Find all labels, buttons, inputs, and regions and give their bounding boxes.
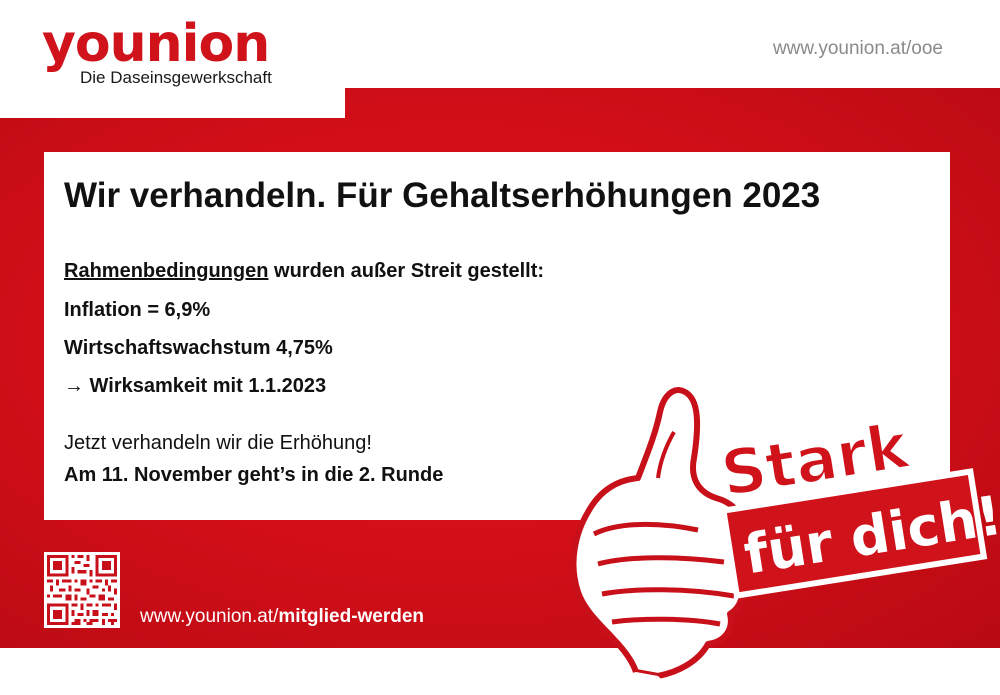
effective-text: Wirksamkeit mit 1.1.2023 <box>84 375 327 397</box>
logo-wordmark: younion <box>42 14 270 74</box>
conditions-line: Rahmenbedingungen wurden außer Streit ge… <box>64 260 544 283</box>
growth-line: Wirtschaftswachstum 4,75% <box>64 337 333 359</box>
conditions-underlined: Rahmenbedingungen <box>64 260 269 282</box>
thumbs-up-icon <box>548 387 752 695</box>
qr-code-icon[interactable] <box>44 552 120 628</box>
conditions-rest: wurden außer Streit gestellt: <box>268 260 545 282</box>
member-url-prefix: www.younion.at/ <box>140 606 279 627</box>
footer-white-strip <box>0 648 1000 695</box>
effective-line: → Wirksamkeit mit 1.1.2023 <box>64 375 326 398</box>
inflation-line: Inflation = 6,9% <box>64 299 211 321</box>
negotiate-line: Jetzt verhandeln wir die Erhöhung! <box>64 432 372 454</box>
header-url-link[interactable]: www.younion.at/ooe <box>772 38 943 59</box>
header-white-strip <box>345 0 1000 88</box>
header-white-area <box>0 0 345 118</box>
stark-fuer-dich-badge: Stark für dich! <box>548 387 1000 695</box>
brand-logo[interactable]: younion Die Daseinsgewerkschaft <box>42 18 272 88</box>
arrow-right-icon: → <box>64 375 84 397</box>
headline: Wir verhandeln. Für Gehaltserhöhungen 20… <box>64 176 821 215</box>
logo-tagline: Die Daseinsgewerkschaft <box>80 68 272 87</box>
member-url-bold: mitglied-werden <box>278 606 425 627</box>
round-line: Am 11. November geht’s in die 2. Runde <box>64 464 444 486</box>
message-panel: Wir verhandeln. Für Gehaltserhöhungen 20… <box>44 152 950 520</box>
member-url-link[interactable]: www.younion.at/mitglied-werden <box>140 606 424 628</box>
